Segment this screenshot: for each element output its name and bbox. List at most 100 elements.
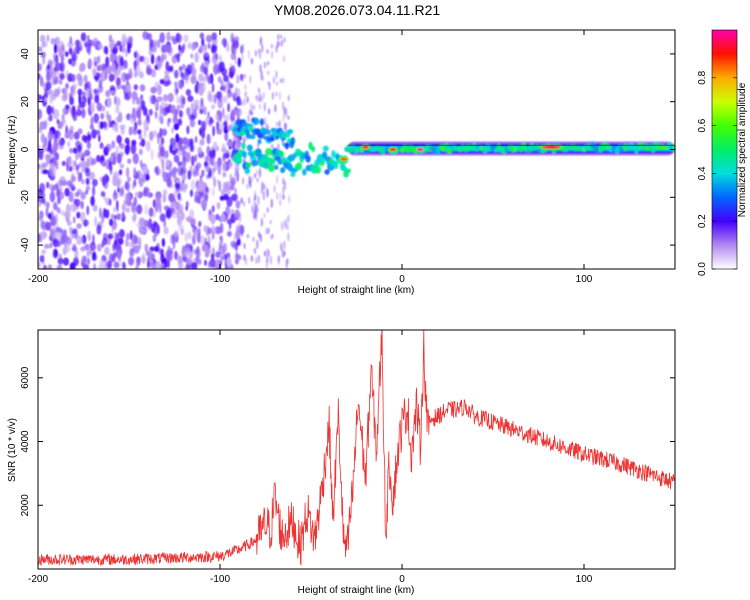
heatmap-cell xyxy=(343,168,352,174)
heatmap-cell xyxy=(105,65,109,76)
heatmap-cell xyxy=(150,69,157,78)
heatmap-cell xyxy=(87,230,92,241)
heatmap-cell xyxy=(93,263,97,269)
heatmap-cell xyxy=(280,221,284,231)
x-tick-label: 0 xyxy=(399,274,405,285)
heatmap-cell xyxy=(64,187,70,197)
heatmap-cell xyxy=(152,234,157,243)
heatmap-cell xyxy=(116,40,122,47)
heatmap-cell xyxy=(94,95,99,104)
heatmap-cell xyxy=(107,233,114,240)
heatmap-cell xyxy=(159,213,166,222)
heatmap-cell xyxy=(202,76,209,82)
heatmap-cell xyxy=(67,156,72,168)
heatmap-cell xyxy=(125,73,132,79)
colorbar: 0.0 0.2 0.4 0.6 0.8 Normalized spectral ampl… xyxy=(697,29,748,276)
heatmap-cell xyxy=(38,63,42,72)
heatmap-cell xyxy=(241,177,245,185)
heatmap-cell xyxy=(133,167,136,176)
heatmap-cell xyxy=(236,237,241,246)
heatmap-cell xyxy=(194,135,198,144)
heatmap-cell xyxy=(247,49,251,60)
heatmap-cell xyxy=(246,183,249,190)
heatmap-cell xyxy=(65,82,69,90)
heatmap-cell xyxy=(263,61,267,69)
heatmap-cell xyxy=(134,121,138,131)
heatmap-cell xyxy=(80,32,87,42)
heatmap-cell xyxy=(216,121,220,131)
heatmap-cell xyxy=(256,239,259,250)
heatmap-cell xyxy=(45,158,50,165)
heatmap-cell xyxy=(89,241,96,252)
heatmap-cell xyxy=(50,65,54,74)
heatmap-cell xyxy=(204,259,207,266)
heatmap-cell xyxy=(216,202,221,210)
heatmap-cell xyxy=(105,143,112,152)
heatmap-cell xyxy=(208,150,214,159)
heatmap-cell xyxy=(275,121,279,128)
heatmap-cell xyxy=(136,256,141,267)
heatmap-cell xyxy=(128,126,133,136)
heatmap-cell xyxy=(112,123,116,131)
heatmap-cell xyxy=(234,241,238,252)
heatmap-cell xyxy=(47,264,53,269)
heatmap-cell xyxy=(183,73,190,81)
heatmap-cell xyxy=(156,96,163,102)
heatmap-cell xyxy=(169,104,176,114)
heatmap-cell xyxy=(208,94,215,103)
heatmap-cell xyxy=(67,141,71,147)
heatmap-cell xyxy=(192,170,197,178)
heatmap-cell xyxy=(207,111,210,118)
heatmap-cell xyxy=(197,181,204,192)
heatmap-cell xyxy=(216,145,220,152)
heatmap-cell xyxy=(181,173,187,181)
heatmap-cell xyxy=(207,248,211,254)
heatmap-cell xyxy=(278,41,281,47)
heatmap-cell xyxy=(155,196,162,208)
heatmap-cell xyxy=(108,253,114,263)
heatmap-cell xyxy=(233,192,237,199)
heatmap-cell xyxy=(267,70,270,76)
heatmap-cell xyxy=(60,62,64,70)
heatmap-cell xyxy=(83,74,88,83)
heatmap-cell xyxy=(81,134,87,142)
heatmap-cell xyxy=(116,134,122,144)
heatmap-cell xyxy=(110,153,114,162)
heatmap-cell xyxy=(189,209,195,219)
heatmap-cell xyxy=(197,258,202,265)
heatmap-cell xyxy=(57,134,61,144)
heatmap-cell xyxy=(133,196,138,206)
heatmap-cell xyxy=(189,145,195,153)
heatmap-cell xyxy=(173,123,180,131)
heatmap-cell xyxy=(41,249,47,255)
heatmap-cell xyxy=(275,91,278,97)
heatmap-cell xyxy=(218,241,222,250)
heatmap-cell xyxy=(211,169,215,181)
heatmap-cell xyxy=(165,106,172,113)
heatmap-cell xyxy=(84,243,90,251)
heatmap-cell xyxy=(235,200,241,209)
heatmap-cell xyxy=(143,119,148,130)
heatmap-cell xyxy=(223,120,228,128)
heatmap-cell xyxy=(189,189,194,197)
heatmap-cell xyxy=(106,97,112,108)
heatmap-cell xyxy=(106,260,113,269)
heatmap-cell xyxy=(69,96,74,106)
heatmap-cell xyxy=(209,258,216,268)
heatmap-cell xyxy=(115,96,121,107)
heatmap-cell xyxy=(230,109,235,118)
heatmap-cell xyxy=(249,134,256,140)
heatmap-cell xyxy=(233,180,237,185)
heatmap-cell xyxy=(270,44,274,49)
heatmap-cell xyxy=(198,220,202,228)
heatmap-cell xyxy=(254,95,257,100)
heatmap-cell xyxy=(119,229,125,238)
heatmap-cell xyxy=(196,170,199,177)
heatmap-cell xyxy=(72,216,76,224)
heatmap-cell xyxy=(126,200,133,207)
heatmap-cell xyxy=(267,108,271,115)
heatmap-cell xyxy=(110,90,116,96)
heatmap-cell xyxy=(266,254,269,263)
heatmap-cell xyxy=(101,240,105,248)
